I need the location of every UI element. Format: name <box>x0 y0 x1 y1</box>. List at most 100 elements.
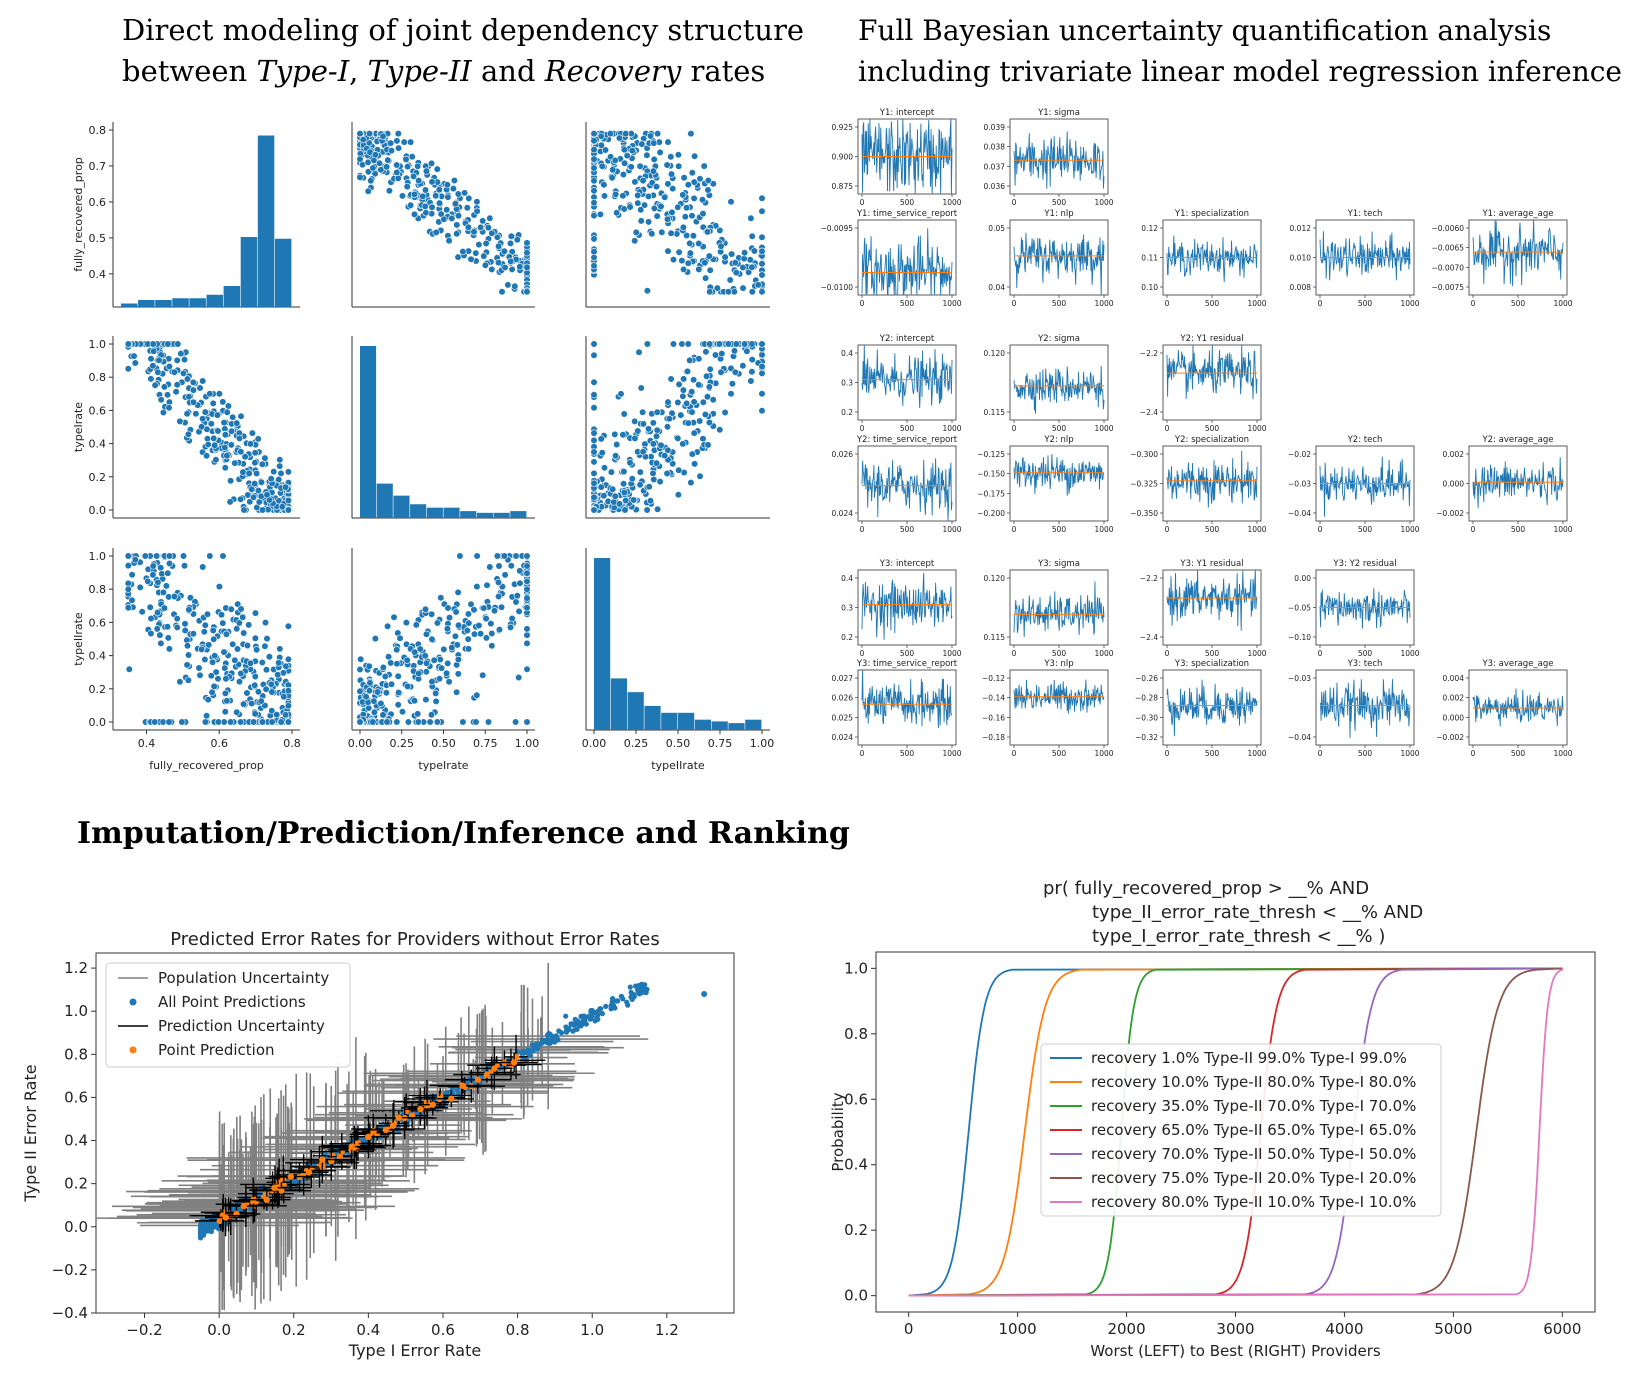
pairplot-cell: 0.0 0.2 0.4 0.6 0.8 1.0 typeIrate <box>72 336 300 519</box>
x-tick-label: 1000 <box>1094 525 1113 534</box>
scatter-point <box>220 419 228 427</box>
x-tick-label: 0 <box>1318 749 1323 758</box>
y-tick-label: −0.002 <box>1436 509 1464 518</box>
scatter-point <box>629 496 638 504</box>
scatter-point <box>758 288 766 296</box>
scatter-point <box>482 239 490 248</box>
point-prediction-all <box>519 1050 525 1056</box>
scatter-point <box>454 253 462 261</box>
scatter-point <box>359 136 367 144</box>
scatter-point <box>590 146 598 154</box>
scatter-point <box>664 247 672 255</box>
scatter-point <box>141 552 149 560</box>
histogram-bar <box>510 511 527 518</box>
scatter-point <box>415 177 423 185</box>
scatter-point <box>652 183 661 191</box>
x-tick-label: 500 <box>1052 649 1067 658</box>
scatter-point <box>523 718 531 726</box>
point-prediction-all <box>592 1018 598 1024</box>
scatter-point <box>411 648 419 656</box>
scatter-point <box>201 408 209 416</box>
y-tick-label: −0.04 <box>1288 733 1311 742</box>
scatter-point <box>649 469 657 478</box>
scatter-point <box>495 242 503 250</box>
scatter-point <box>690 178 698 186</box>
scatter-point <box>155 356 163 364</box>
scatter-point <box>448 643 456 652</box>
scatter-point <box>395 688 403 697</box>
x-tick-label: 1000 <box>999 1320 1037 1338</box>
scatter-point <box>590 235 598 243</box>
histogram-bar <box>661 712 678 730</box>
y-tick-label: −0.26 <box>1135 674 1158 683</box>
trace-line <box>1166 450 1258 508</box>
scatter-point <box>164 340 172 348</box>
x-tick-label: 0 <box>860 525 865 534</box>
trace-title: Y3: Y1 residual <box>1179 559 1243 569</box>
y-tick-label: 0.004 <box>1443 674 1465 683</box>
trace-line <box>861 572 953 640</box>
scatter-point <box>237 669 245 678</box>
scatter-point <box>679 375 688 383</box>
scatter-point <box>189 386 197 394</box>
scatter-point <box>609 166 617 174</box>
scatter-point <box>669 185 677 193</box>
y-tick-label: 0.2 <box>64 1175 88 1193</box>
point-prediction-all <box>563 1013 569 1019</box>
legend-label: Prediction Uncertainty <box>158 1017 325 1035</box>
scatter-point <box>258 506 267 514</box>
scatter-point <box>253 646 261 654</box>
scatter-point <box>638 408 647 416</box>
scatter-point <box>189 378 197 387</box>
x-tick-label: 1.0 <box>580 1321 604 1339</box>
x-tick-label: 500 <box>1205 649 1220 658</box>
point-prediction-all <box>571 1022 577 1028</box>
scatter-point <box>637 384 645 392</box>
scatter-point <box>704 441 712 449</box>
scatter-point <box>384 156 392 164</box>
y-tick-label: 0.2 <box>844 1221 868 1239</box>
scatter-point <box>679 392 687 400</box>
histogram-bar <box>393 495 410 518</box>
scatter-point <box>631 434 639 443</box>
scatter-point <box>480 252 488 260</box>
point-prediction-all <box>588 1015 594 1021</box>
scatter-point <box>237 495 245 503</box>
scatter-point <box>648 230 656 238</box>
scatter-point <box>274 671 282 679</box>
scatter-point <box>189 630 197 638</box>
scatter-point <box>248 485 256 493</box>
y-tick-label: 0.4 <box>89 438 107 451</box>
point-prediction <box>491 1065 498 1072</box>
point-prediction-all <box>625 1002 631 1008</box>
point-prediction-all <box>610 996 616 1002</box>
scatter-point <box>410 190 419 198</box>
x-tick-label: 500 <box>1052 424 1067 433</box>
scatter-point <box>160 383 168 391</box>
x-tick-label: 0 <box>1165 525 1170 534</box>
scatter-point <box>231 656 239 664</box>
x-tick-label: 500 <box>1205 525 1220 534</box>
x-tick-label: 1000 <box>1247 424 1266 433</box>
scatter-point <box>686 249 695 257</box>
scatter-point <box>727 198 735 206</box>
scatter-point <box>204 440 212 449</box>
scatter-point <box>254 487 262 495</box>
scatter-point <box>508 614 516 623</box>
trace-plot: Y2: tech −0.02 −0.03 −0.04 0 500 1000 <box>1288 435 1420 534</box>
x-axis-label: Worst (LEFT) to Best (RIGHT) Providers <box>1090 1342 1381 1360</box>
trace-plot: Y3: intercept 0.4 0.3 0.2 0 500 1000 <box>841 559 962 658</box>
scatter-point <box>715 340 724 348</box>
scatter-point <box>170 592 178 601</box>
scatter-point <box>229 640 237 648</box>
point-prediction-all <box>583 1021 589 1027</box>
y-tick-label: −0.350 <box>1130 509 1158 518</box>
scatter-point <box>261 618 270 627</box>
histogram-bar <box>443 507 460 518</box>
scatter-point <box>482 614 490 623</box>
scatter-point <box>684 259 692 267</box>
y-tick-label: 1.0 <box>89 338 107 351</box>
y-tick-label: 0.120 <box>984 349 1006 358</box>
scatter-point <box>356 718 364 726</box>
scatter-point <box>706 365 714 373</box>
